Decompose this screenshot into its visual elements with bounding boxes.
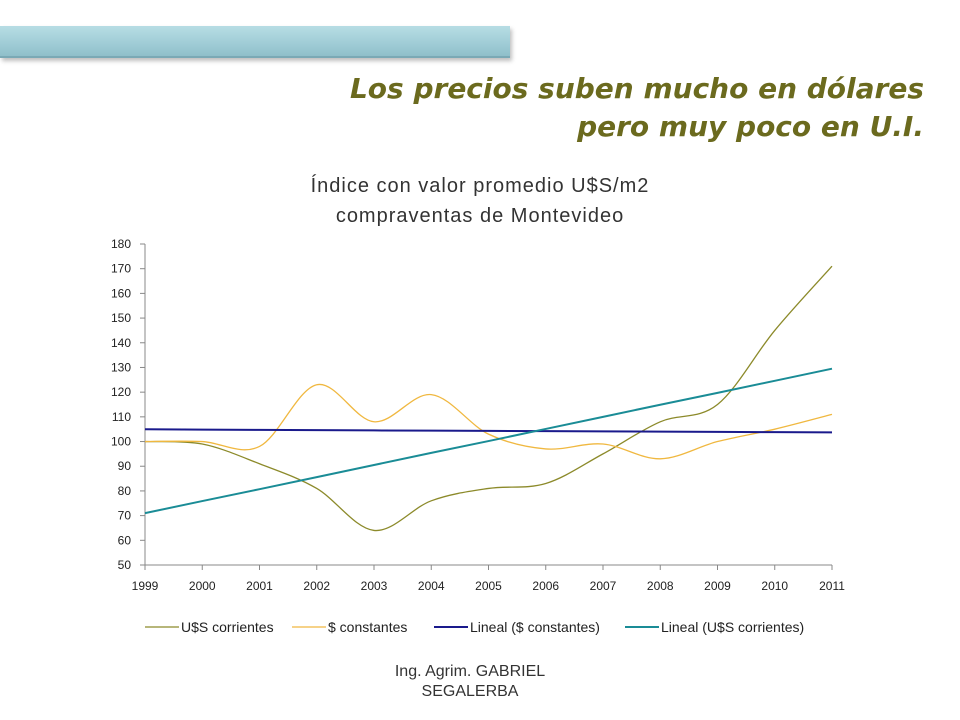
x-tick-label: 2003 bbox=[361, 579, 388, 593]
y-tick-label: 80 bbox=[118, 484, 132, 498]
y-tick-label: 160 bbox=[111, 286, 131, 300]
footer-line-2: SEGALERBA bbox=[421, 683, 519, 700]
series-line-3 bbox=[144, 428, 833, 434]
y-tick-label: 60 bbox=[118, 533, 132, 547]
x-tick-label: 2007 bbox=[590, 579, 617, 593]
legend-label: Lineal (U$S corrientes) bbox=[661, 619, 804, 635]
series-line-1 bbox=[144, 265, 833, 532]
y-tick-label: 170 bbox=[111, 262, 131, 276]
x-tick-label: 2005 bbox=[475, 579, 502, 593]
footer-author: Ing. Agrim. GABRIEL SEGALERBA bbox=[360, 662, 580, 702]
y-tick-label: 110 bbox=[112, 410, 131, 424]
footer-line-1: Ing. Agrim. GABRIEL bbox=[394, 663, 546, 680]
y-tick-label: 120 bbox=[111, 385, 131, 399]
x-tick-label: 2009 bbox=[704, 579, 731, 593]
x-tick-label: 2000 bbox=[189, 579, 216, 593]
y-tick-label: 70 bbox=[118, 509, 132, 523]
slide-title: Los precios suben mucho en dólares pero … bbox=[224, 70, 924, 146]
y-tick-label: 180 bbox=[111, 237, 131, 251]
y-tick-label: 140 bbox=[111, 336, 131, 350]
legend-label: Lineal ($ constantes) bbox=[470, 619, 600, 635]
legend-label: $ constantes bbox=[328, 619, 407, 635]
chart-legend: U$S corrientes $ constantes Lineal ($ cons… bbox=[145, 619, 804, 635]
x-tick-label: 2004 bbox=[418, 579, 445, 593]
y-tick-label: 90 bbox=[118, 459, 132, 473]
y-tick-label: 150 bbox=[111, 311, 131, 325]
x-tick-label: 1999 bbox=[132, 579, 159, 593]
x-tick-label: 2006 bbox=[532, 579, 559, 593]
legend-label: U$S corrientes bbox=[181, 619, 274, 635]
chart-axes: 50 60 70 80 90 100 110 120 130 140 150 160 170 180 199… bbox=[111, 237, 845, 593]
y-tick-label: 50 bbox=[118, 558, 132, 572]
series-line-2 bbox=[144, 384, 833, 460]
x-tick-label: 2002 bbox=[303, 579, 330, 593]
line-chart: Índice con valor promedio U$S/m2 comprav… bbox=[111, 174, 845, 635]
chart-title-line-1: Índice con valor promedio U$S/m2 bbox=[311, 174, 650, 197]
y-tick-label: 130 bbox=[111, 360, 131, 374]
y-tick-label: 100 bbox=[111, 435, 131, 449]
series-line-4 bbox=[144, 367, 833, 515]
x-tick-label: 2011 bbox=[819, 579, 845, 593]
slide-title-line-2: pero muy poco en U.I. bbox=[577, 110, 924, 143]
x-tick-label: 2008 bbox=[647, 579, 674, 593]
chart-title-line-2: compraventas de Montevideo bbox=[336, 205, 624, 227]
x-tick-label: 2001 bbox=[246, 579, 273, 593]
slide-title-line-1: Los precios suben mucho en dólares bbox=[349, 72, 924, 105]
chart-series bbox=[144, 265, 833, 532]
x-tick-label: 2010 bbox=[761, 579, 788, 593]
header-bar bbox=[0, 26, 510, 58]
